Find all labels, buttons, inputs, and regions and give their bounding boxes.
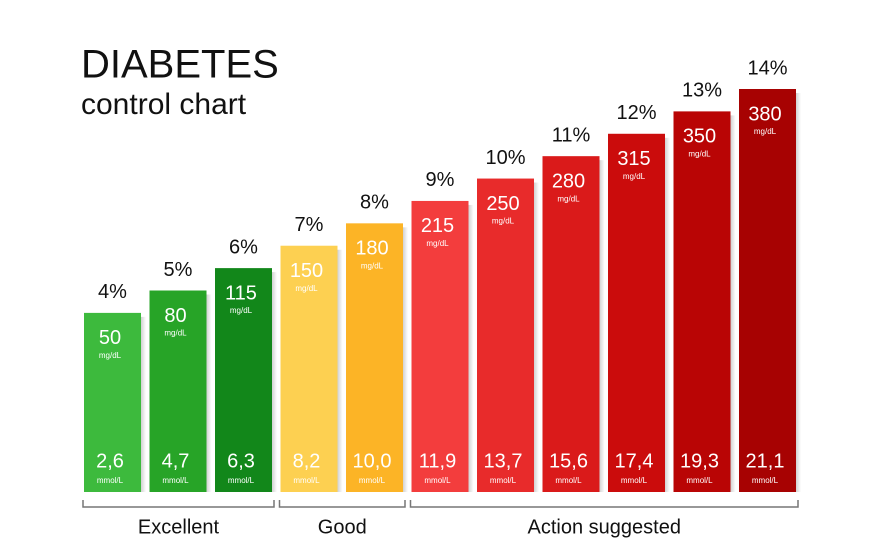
group-label: Good bbox=[318, 516, 367, 538]
bar-shadow bbox=[272, 272, 277, 492]
mg-value: 80 bbox=[164, 305, 186, 327]
mg-unit: mg/dL bbox=[557, 194, 580, 203]
bar bbox=[84, 312, 141, 492]
mmol-unit: mmol/L bbox=[162, 476, 189, 485]
mmol-value: 4,7 bbox=[162, 450, 190, 472]
mg-unit: mg/dL bbox=[754, 127, 777, 136]
bar bbox=[149, 290, 207, 492]
mmol-value: 10,0 bbox=[353, 450, 392, 472]
bar bbox=[280, 245, 338, 492]
mg-unit: mg/dL bbox=[426, 239, 449, 248]
mg-value: 315 bbox=[617, 148, 650, 170]
mmol-unit: mmol/L bbox=[490, 476, 517, 485]
value-label: 6% bbox=[229, 236, 258, 258]
mg-value: 350 bbox=[683, 126, 716, 148]
mmol-unit: mmol/L bbox=[621, 476, 648, 485]
mg-value: 180 bbox=[355, 238, 388, 260]
mg-unit: mg/dL bbox=[295, 284, 318, 293]
mmol-value: 15,6 bbox=[549, 450, 588, 472]
group-label: Action suggested bbox=[528, 516, 681, 538]
mmol-value: 2,6 bbox=[96, 450, 124, 472]
bar-shadow bbox=[468, 204, 474, 492]
mmol-value: 13,7 bbox=[484, 450, 523, 472]
mmol-unit: mmol/L bbox=[228, 476, 255, 485]
value-label: 12% bbox=[616, 102, 656, 124]
mg-unit: mg/dL bbox=[99, 351, 122, 360]
mg-unit: mg/dL bbox=[164, 329, 187, 338]
mg-value: 215 bbox=[421, 215, 454, 237]
mmol-unit: mmol/L bbox=[359, 476, 386, 485]
value-label: 13% bbox=[682, 80, 722, 102]
group-bracket bbox=[278, 500, 406, 508]
mmol-unit: mmol/L bbox=[97, 476, 124, 485]
mmol-value: 6,3 bbox=[227, 450, 255, 472]
mg-unit: mg/dL bbox=[361, 261, 384, 270]
bar bbox=[477, 178, 534, 493]
bar bbox=[346, 223, 403, 493]
value-label: 8% bbox=[360, 192, 389, 214]
mmol-unit: mmol/L bbox=[555, 476, 582, 485]
value-label: 5% bbox=[164, 259, 193, 281]
mmol-unit: mmol/L bbox=[686, 476, 713, 485]
mg-unit: mg/dL bbox=[230, 306, 253, 315]
bar-shadow bbox=[599, 160, 605, 492]
value-label: 7% bbox=[295, 214, 324, 236]
mg-value: 250 bbox=[486, 193, 519, 215]
mg-unit: mg/dL bbox=[492, 217, 515, 226]
bar bbox=[542, 156, 600, 492]
mmol-value: 19,3 bbox=[680, 450, 719, 472]
bar-shadow bbox=[796, 93, 801, 492]
mmol-value: 11,9 bbox=[419, 450, 456, 472]
bar-shadow bbox=[337, 249, 343, 492]
bar-shadow bbox=[206, 294, 212, 492]
chart-title: DIABETES bbox=[81, 43, 279, 87]
mmol-value: 17,4 bbox=[615, 450, 654, 472]
group-bracket bbox=[82, 500, 275, 508]
mg-value: 280 bbox=[552, 170, 585, 192]
bar-shadow bbox=[403, 227, 408, 493]
bar bbox=[739, 89, 796, 492]
mg-unit: mg/dL bbox=[623, 172, 646, 181]
mmol-value: 8,2 bbox=[293, 450, 321, 472]
bar bbox=[215, 268, 272, 492]
bar bbox=[608, 133, 665, 492]
chart-subtitle: control chart bbox=[81, 88, 247, 121]
mmol-value: 21,1 bbox=[746, 450, 785, 472]
bar-shadow bbox=[534, 182, 539, 493]
value-label: 9% bbox=[426, 169, 455, 191]
mmol-unit: mmol/L bbox=[293, 476, 320, 485]
bar-shadow bbox=[730, 115, 736, 492]
value-label: 14% bbox=[747, 57, 787, 79]
mmol-unit: mmol/L bbox=[424, 476, 451, 485]
mg-value: 115 bbox=[225, 282, 257, 304]
value-label: 10% bbox=[485, 147, 525, 169]
mg-value: 50 bbox=[99, 327, 121, 349]
value-label: 4% bbox=[98, 281, 127, 303]
bar bbox=[411, 200, 469, 492]
group-label: Excellent bbox=[138, 516, 220, 538]
bar bbox=[673, 111, 731, 492]
mg-value: 380 bbox=[748, 103, 781, 125]
bar-shadow bbox=[665, 137, 670, 492]
group-bracket bbox=[409, 500, 799, 508]
mg-value: 150 bbox=[290, 260, 323, 282]
bar-shadow bbox=[141, 316, 146, 492]
value-label: 11% bbox=[552, 124, 591, 146]
mg-unit: mg/dL bbox=[688, 149, 711, 158]
mmol-unit: mmol/L bbox=[752, 476, 779, 485]
